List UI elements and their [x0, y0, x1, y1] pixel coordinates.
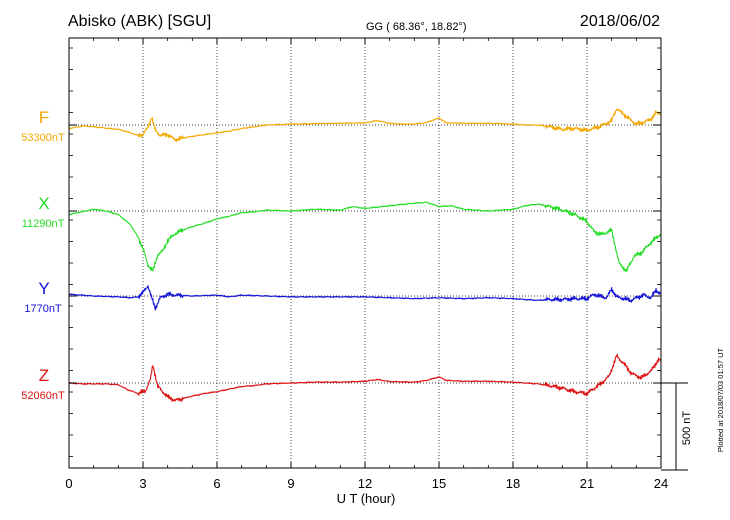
axis-ticks: 0 3 6 9 12 15 18 21 24 [65, 38, 668, 491]
scale-bar-label: 500 nT [681, 411, 693, 446]
x-tick-label: 15 [432, 476, 446, 491]
series-baseline-Z: 52060nT [21, 390, 65, 402]
series-line-F [68, 108, 662, 143]
series-line-Y [68, 285, 662, 311]
x-axis-label: U T (hour) [337, 491, 396, 506]
series-name-Z: Z [39, 366, 49, 385]
series-name-Y: Y [38, 279, 49, 298]
x-tick-label: 24 [654, 476, 668, 491]
series-baseline-F: 53300nT [21, 132, 65, 144]
date-label: 2018/06/02 [580, 13, 660, 30]
series-name-F: F [39, 108, 49, 127]
scale-bar [661, 382, 688, 471]
coordinates-label: GG ( 68.36°, 18.82°) [366, 21, 467, 33]
grid-lines [69, 38, 661, 468]
series-baseline-Y: 1770nT [24, 303, 62, 315]
plot-border [68, 37, 662, 469]
x-tick-label: 21 [580, 476, 594, 491]
x-tick-label: 12 [358, 476, 372, 491]
plotted-timestamp: Plotted at 2018/07/03 01:57 UT [716, 347, 725, 452]
x-tick-label: 9 [287, 476, 294, 491]
plot-frame [68, 37, 662, 469]
x-tick-label: 6 [213, 476, 220, 491]
series-labels: F 53300nT X 11290nT Y 1770nT Z 52060nT [21, 108, 65, 402]
x-tick-label: 18 [506, 476, 520, 491]
x-tick-label: 3 [139, 476, 146, 491]
series-line-Z [68, 353, 662, 402]
series-lines [68, 108, 662, 402]
series-name-X: X [38, 194, 49, 213]
series-line-X [68, 201, 662, 272]
x-tick-label: 0 [65, 476, 72, 491]
series-baseline-X: 11290nT [22, 218, 65, 230]
station-title: Abisko (ABK) [SGU] [68, 13, 211, 30]
